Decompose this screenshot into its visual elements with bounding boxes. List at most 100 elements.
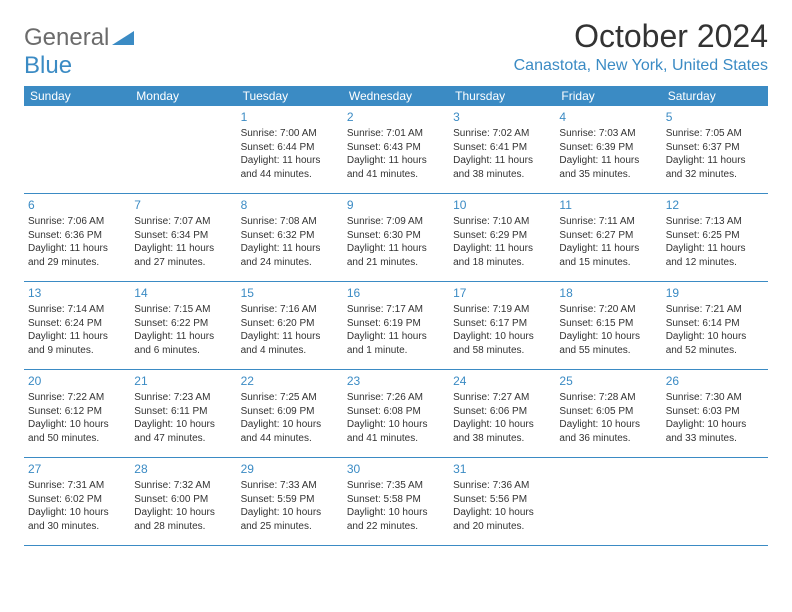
sunrise-text: Sunrise: 7:06 AM: [28, 215, 126, 229]
sunset-text: Sunset: 6:25 PM: [666, 229, 764, 243]
sunrise-text: Sunrise: 7:23 AM: [134, 391, 232, 405]
weeks-container: 1Sunrise: 7:00 AMSunset: 6:44 PMDaylight…: [24, 106, 768, 546]
daylight-text: Daylight: 11 hours and 27 minutes.: [134, 242, 232, 269]
day-cell: 31Sunrise: 7:36 AMSunset: 5:56 PMDayligh…: [449, 458, 555, 545]
sunrise-text: Sunrise: 7:31 AM: [28, 479, 126, 493]
sunset-text: Sunset: 6:29 PM: [453, 229, 551, 243]
daylight-text: Daylight: 10 hours and 47 minutes.: [134, 418, 232, 445]
daylight-text: Daylight: 11 hours and 32 minutes.: [666, 154, 764, 181]
header: GeneralBlue October 2024 Canastota, New …: [24, 18, 768, 80]
day-number: 12: [666, 197, 764, 213]
day-number: 2: [347, 109, 445, 125]
sunrise-text: Sunrise: 7:14 AM: [28, 303, 126, 317]
day-cell: 23Sunrise: 7:26 AMSunset: 6:08 PMDayligh…: [343, 370, 449, 457]
sunrise-text: Sunrise: 7:30 AM: [666, 391, 764, 405]
day-number: 8: [241, 197, 339, 213]
day-number: 26: [666, 373, 764, 389]
day-number: 4: [559, 109, 657, 125]
sunrise-text: Sunrise: 7:32 AM: [134, 479, 232, 493]
sunset-text: Sunset: 6:05 PM: [559, 405, 657, 419]
sunrise-text: Sunrise: 7:11 AM: [559, 215, 657, 229]
daylight-text: Daylight: 11 hours and 24 minutes.: [241, 242, 339, 269]
day-cell: 22Sunrise: 7:25 AMSunset: 6:09 PMDayligh…: [237, 370, 343, 457]
sunset-text: Sunset: 6:32 PM: [241, 229, 339, 243]
daylight-text: Daylight: 11 hours and 38 minutes.: [453, 154, 551, 181]
week-row: 27Sunrise: 7:31 AMSunset: 6:02 PMDayligh…: [24, 458, 768, 546]
sunset-text: Sunset: 6:27 PM: [559, 229, 657, 243]
day-cell: 10Sunrise: 7:10 AMSunset: 6:29 PMDayligh…: [449, 194, 555, 281]
logo-triangle-icon: [112, 24, 134, 52]
sunrise-text: Sunrise: 7:08 AM: [241, 215, 339, 229]
daylight-text: Daylight: 11 hours and 18 minutes.: [453, 242, 551, 269]
sunset-text: Sunset: 6:20 PM: [241, 317, 339, 331]
day-number: 27: [28, 461, 126, 477]
sunset-text: Sunset: 5:59 PM: [241, 493, 339, 507]
sunset-text: Sunset: 6:44 PM: [241, 141, 339, 155]
sunset-text: Sunset: 6:03 PM: [666, 405, 764, 419]
daylight-text: Daylight: 10 hours and 33 minutes.: [666, 418, 764, 445]
day-cell: 11Sunrise: 7:11 AMSunset: 6:27 PMDayligh…: [555, 194, 661, 281]
day-cell: [130, 106, 236, 193]
sunrise-text: Sunrise: 7:05 AM: [666, 127, 764, 141]
day-number: 5: [666, 109, 764, 125]
day-cell: 20Sunrise: 7:22 AMSunset: 6:12 PMDayligh…: [24, 370, 130, 457]
sunrise-text: Sunrise: 7:21 AM: [666, 303, 764, 317]
day-number: 7: [134, 197, 232, 213]
sunset-text: Sunset: 6:43 PM: [347, 141, 445, 155]
day-header: Thursday: [449, 86, 555, 106]
sunset-text: Sunset: 5:56 PM: [453, 493, 551, 507]
location: Canastota, New York, United States: [514, 57, 768, 75]
sunrise-text: Sunrise: 7:02 AM: [453, 127, 551, 141]
sunrise-text: Sunrise: 7:33 AM: [241, 479, 339, 493]
sunrise-text: Sunrise: 7:28 AM: [559, 391, 657, 405]
sunset-text: Sunset: 6:34 PM: [134, 229, 232, 243]
logo-text-2: Blue: [24, 52, 72, 79]
daylight-text: Daylight: 10 hours and 30 minutes.: [28, 506, 126, 533]
day-number: 6: [28, 197, 126, 213]
daylight-text: Daylight: 10 hours and 25 minutes.: [241, 506, 339, 533]
week-row: 13Sunrise: 7:14 AMSunset: 6:24 PMDayligh…: [24, 282, 768, 370]
logo-text-1: General: [24, 24, 109, 51]
daylight-text: Daylight: 11 hours and 21 minutes.: [347, 242, 445, 269]
day-cell: 13Sunrise: 7:14 AMSunset: 6:24 PMDayligh…: [24, 282, 130, 369]
day-header-row: SundayMondayTuesdayWednesdayThursdayFrid…: [24, 86, 768, 106]
daylight-text: Daylight: 10 hours and 36 minutes.: [559, 418, 657, 445]
daylight-text: Daylight: 10 hours and 55 minutes.: [559, 330, 657, 357]
day-cell: 21Sunrise: 7:23 AMSunset: 6:11 PMDayligh…: [130, 370, 236, 457]
daylight-text: Daylight: 11 hours and 4 minutes.: [241, 330, 339, 357]
day-header: Sunday: [24, 86, 130, 106]
day-number: 1: [241, 109, 339, 125]
daylight-text: Daylight: 11 hours and 9 minutes.: [28, 330, 126, 357]
day-number: 16: [347, 285, 445, 301]
sunset-text: Sunset: 6:36 PM: [28, 229, 126, 243]
day-number: 11: [559, 197, 657, 213]
sunset-text: Sunset: 6:39 PM: [559, 141, 657, 155]
week-row: 1Sunrise: 7:00 AMSunset: 6:44 PMDaylight…: [24, 106, 768, 194]
sunset-text: Sunset: 6:12 PM: [28, 405, 126, 419]
day-number: 10: [453, 197, 551, 213]
day-cell: 24Sunrise: 7:27 AMSunset: 6:06 PMDayligh…: [449, 370, 555, 457]
daylight-text: Daylight: 10 hours and 52 minutes.: [666, 330, 764, 357]
sunrise-text: Sunrise: 7:35 AM: [347, 479, 445, 493]
day-cell: 2 Sunrise: 7:01 AMSunset: 6:43 PMDaylight…: [343, 106, 449, 193]
sunrise-text: Sunrise: 7:01 AM: [347, 127, 445, 141]
daylight-text: Daylight: 10 hours and 58 minutes.: [453, 330, 551, 357]
sunset-text: Sunset: 6:19 PM: [347, 317, 445, 331]
day-number: 9: [347, 197, 445, 213]
sunset-text: Sunset: 6:41 PM: [453, 141, 551, 155]
day-cell: 12Sunrise: 7:13 AMSunset: 6:25 PMDayligh…: [662, 194, 768, 281]
day-header: Monday: [130, 86, 236, 106]
daylight-text: Daylight: 10 hours and 44 minutes.: [241, 418, 339, 445]
week-row: 20Sunrise: 7:22 AMSunset: 6:12 PMDayligh…: [24, 370, 768, 458]
page-title: October 2024: [514, 18, 768, 55]
day-number: 17: [453, 285, 551, 301]
day-cell: 1Sunrise: 7:00 AMSunset: 6:44 PMDaylight…: [237, 106, 343, 193]
day-header: Tuesday: [237, 86, 343, 106]
day-cell: 28Sunrise: 7:32 AMSunset: 6:00 PMDayligh…: [130, 458, 236, 545]
sunset-text: Sunset: 6:14 PM: [666, 317, 764, 331]
daylight-text: Daylight: 10 hours and 38 minutes.: [453, 418, 551, 445]
sunset-text: Sunset: 6:22 PM: [134, 317, 232, 331]
daylight-text: Daylight: 11 hours and 41 minutes.: [347, 154, 445, 181]
sunset-text: Sunset: 6:17 PM: [453, 317, 551, 331]
day-number: 24: [453, 373, 551, 389]
